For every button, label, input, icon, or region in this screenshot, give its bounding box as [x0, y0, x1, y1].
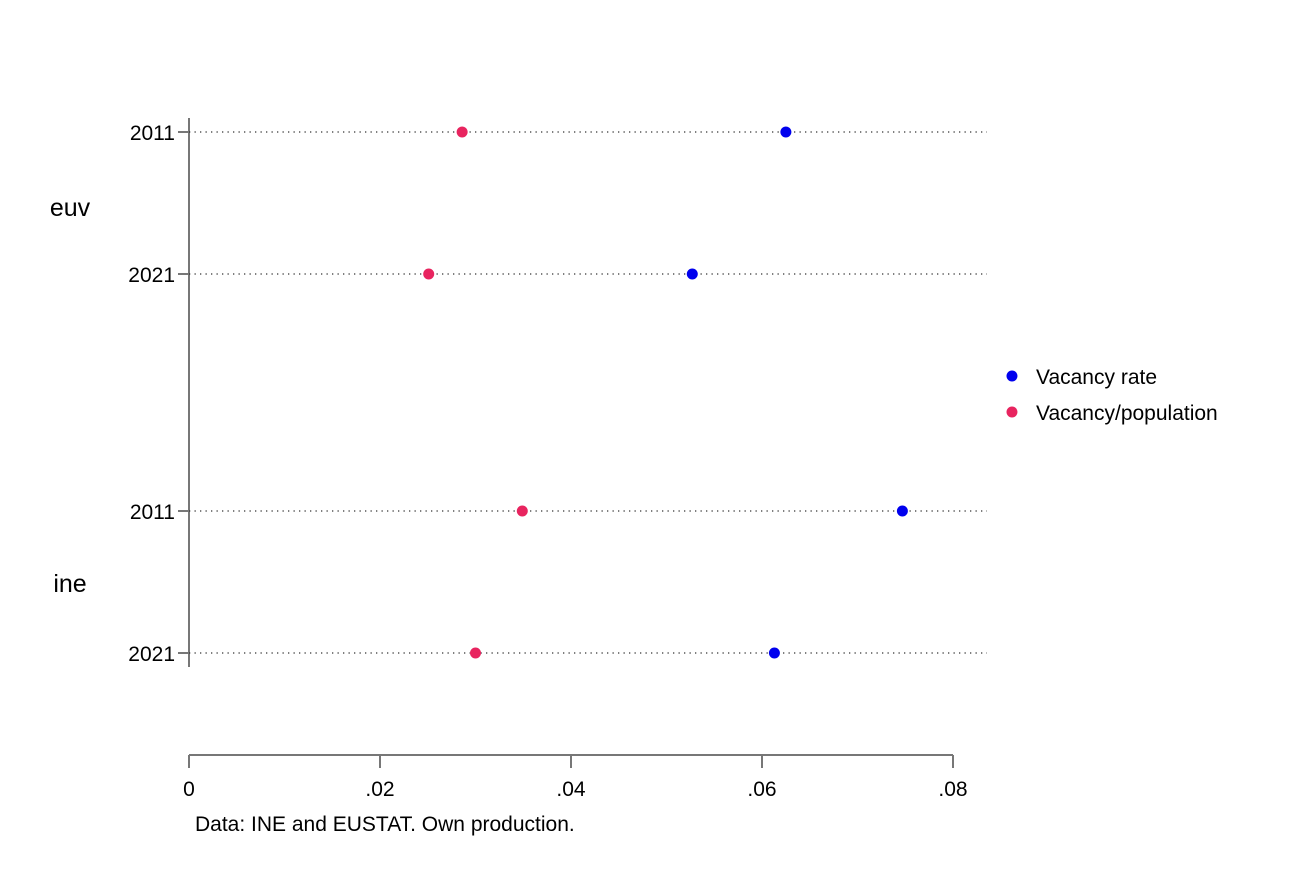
point-vacancy-rate — [768, 647, 780, 659]
x-tick-label: 0 — [183, 778, 195, 801]
row-label: 2021 — [128, 643, 175, 666]
point-vacancy-population — [516, 505, 528, 517]
data-points — [423, 126, 908, 659]
x-tick-label: .04 — [556, 778, 586, 801]
point-vacancy-population — [423, 268, 435, 280]
legend-marker — [1006, 370, 1018, 382]
legend: Vacancy rate Vacancy/population — [1006, 366, 1218, 425]
row-labels: 2011 2021 2011 2021 — [128, 122, 175, 666]
point-vacancy-population — [456, 126, 468, 138]
x-tick-label: .06 — [747, 778, 776, 801]
x-tick-label: .08 — [938, 778, 967, 801]
point-vacancy-rate — [780, 126, 792, 138]
point-vacancy-rate — [896, 505, 908, 517]
legend-label: Vacancy/population — [1036, 402, 1218, 425]
row-label: 2011 — [130, 122, 175, 145]
group-label: euv — [50, 194, 91, 222]
legend-label: Vacancy rate — [1036, 366, 1157, 389]
group-label: ine — [53, 570, 86, 598]
point-vacancy-rate — [686, 268, 698, 280]
group-labels: euv ine — [50, 194, 91, 598]
row-label: 2021 — [128, 264, 175, 287]
source-note: Data: INE and EUSTAT. Own production. — [195, 813, 575, 836]
row-gridlines — [178, 131, 987, 654]
x-tick-label: .02 — [365, 778, 394, 801]
point-vacancy-population — [470, 647, 481, 659]
legend-marker — [1006, 406, 1018, 418]
row-label: 2011 — [130, 501, 175, 524]
x-axis-ticks: 0 .02 .04 .06 .08 — [183, 755, 968, 801]
